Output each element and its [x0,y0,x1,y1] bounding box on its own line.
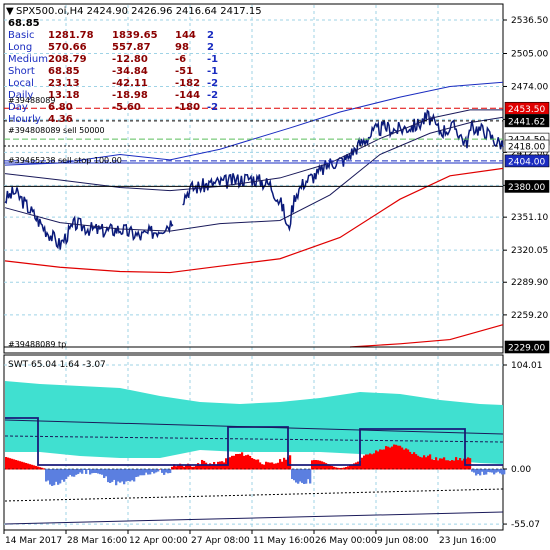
osc-axis-label: 0.00 [511,465,531,475]
order-label-a[interactable]: #39488089 [8,96,55,105]
osc-dotted-line [4,488,504,502]
price-axis-label: 2351.10 [511,213,548,223]
chart-dropdown-icon[interactable]: ▼ [6,6,14,17]
svg-text:2380.00: 2380.00 [508,183,545,193]
indicator-readout: 68.85 [8,18,40,29]
info-row-value-2: -34.84 [112,66,148,77]
info-row-value-3: -182 [175,78,200,89]
chart-title: SPX500.oi,H4 2424.90 2426.96 2416.64 241… [16,6,262,17]
info-row-value-1: 68.85 [48,66,80,77]
order-labels: #39488089 #394808089 sell 50000 #3946523… [8,96,122,349]
chart-header: ▼ SPX500.oi,H4 2424.90 2426.96 2416.64 2… [6,6,262,29]
osc-trend-line-1 [4,419,504,435]
info-row-value-1: 13.18 [48,90,80,101]
svg-text:2404.00: 2404.00 [508,157,545,167]
info-row-value-2: -5.60 [112,102,141,113]
time-axis-label: 28 Mar 16:00 [67,536,127,546]
info-row-value-4: 2 [207,30,214,41]
price-tags: 2453.502441.622424.502418.002404.002380.… [504,101,550,354]
order-label-sell[interactable]: #394808089 sell 50000 [8,126,105,135]
price-axis-label: 2536.50 [511,16,548,26]
info-row-label: Basic [8,30,34,41]
svg-text:2229.00: 2229.00 [508,344,545,354]
price-axis-label: 2320.05 [511,246,548,256]
info-row-value-1: 1281.78 [48,30,94,41]
info-row-value-4: -2 [207,78,218,89]
info-row-value-4: -2 [207,102,218,113]
price-axis-label: 2412.00 [511,148,548,158]
info-row-value-1: 4.36 [48,114,73,125]
time-axis-label: 11 May 16:00 [253,536,315,546]
price-axis-label: 2505.00 [511,49,548,59]
price-axis[interactable]: 2536.502505.002474.002443.002412.002381.… [503,16,548,321]
price-axis-label: 2289.90 [511,278,548,288]
info-row-label: Long [8,42,32,53]
ma-dark-upper [4,109,503,192]
order-label-tp[interactable]: #39488089 tp [8,340,66,349]
svg-text:2441.62: 2441.62 [508,117,545,127]
osc-lower-line [4,511,504,525]
info-row-label: Hourly [8,114,41,125]
info-row-label: Day [8,102,28,113]
oscillator-axis[interactable]: 104.01 0.00 -55.07 [503,361,543,530]
info-row-value-2: 557.87 [112,42,151,53]
info-row-value-1: 570.66 [48,42,87,53]
info-row-value-1: 23.13 [48,78,80,89]
time-axis-label: 14 Mar 2017 [5,536,62,546]
info-row-value-3: -51 [175,66,193,77]
info-row-value-4: -1 [207,54,218,65]
svg-text:2453.50: 2453.50 [508,105,545,115]
price-tag: 2404.00 [504,154,550,167]
info-row-value-2: -12.80 [112,54,148,65]
indicator-info-table: Basic 1281.78 1839.65 144 2 Long 570.66 557.87 9… [8,30,218,125]
info-row-value-2: -18.98 [112,90,148,101]
order-label-sell-stop[interactable]: #39465238 sell stop 100.00 [8,156,122,165]
time-axis-label: 23 Jun 16:00 [439,536,496,546]
oscillator-plot [4,381,506,525]
info-row-value-2: -42.11 [112,78,148,89]
info-row-value-3: -180 [175,102,200,113]
info-row-label: Local [8,78,34,89]
ma-red [4,167,504,274]
time-axis-label: 27 Apr 08:00 [191,536,250,546]
svg-text:2418.00: 2418.00 [508,143,545,153]
price-axis-label: 2474.00 [511,82,548,92]
info-row-value-4: 2 [207,42,214,53]
osc-trend-line-2 [4,435,504,443]
main-grid [4,5,503,352]
info-row-label: Daily [8,90,33,101]
price-tag: 2453.50 [504,101,550,115]
info-row-value-3: -6 [175,54,186,65]
info-row-value-4: -1 [207,66,218,77]
price-plot [4,81,504,348]
price-tag: 2418.00 [504,139,550,153]
time-axis-label: 9 Jun 08:00 [377,536,429,546]
price-line [4,186,174,250]
price-tag: 2229.00 [504,340,550,354]
price-tag: 2380.00 [504,180,550,193]
info-row-value-4: -2 [207,90,218,101]
time-axis[interactable]: 14 Mar 2017 28 Mar 16:00 12 Apr 00:00 27 Ap… [3,530,496,546]
info-row-value-3: 98 [175,42,189,53]
oscillator-title: SWT 65.04 1.64 -3.07 [8,360,106,370]
info-row-label: Short [8,66,35,77]
info-row-value-3: 144 [175,30,196,41]
price-tag: 2441.62 [504,114,550,127]
info-row-label: Medium [8,54,48,65]
osc-axis-label: 104.01 [511,361,543,371]
price-axis-label: 2259.20 [511,311,548,321]
time-axis-label: 26 May 00:00 [315,536,377,546]
ma-dark-lower [4,116,504,232]
osc-axis-label: -55.07 [511,520,540,530]
info-row-value-3: -144 [175,90,200,101]
info-row-value-1: 208.79 [48,54,87,65]
osc-step-line [5,417,503,466]
osc-teal-band [5,381,503,464]
info-row-value-2: 1839.65 [112,30,158,41]
ma-blue-upper [4,81,504,166]
ma-red-tp [349,324,504,348]
time-axis-label: 12 Apr 00:00 [129,536,188,546]
info-row-value-1: 6.80 [48,102,73,113]
